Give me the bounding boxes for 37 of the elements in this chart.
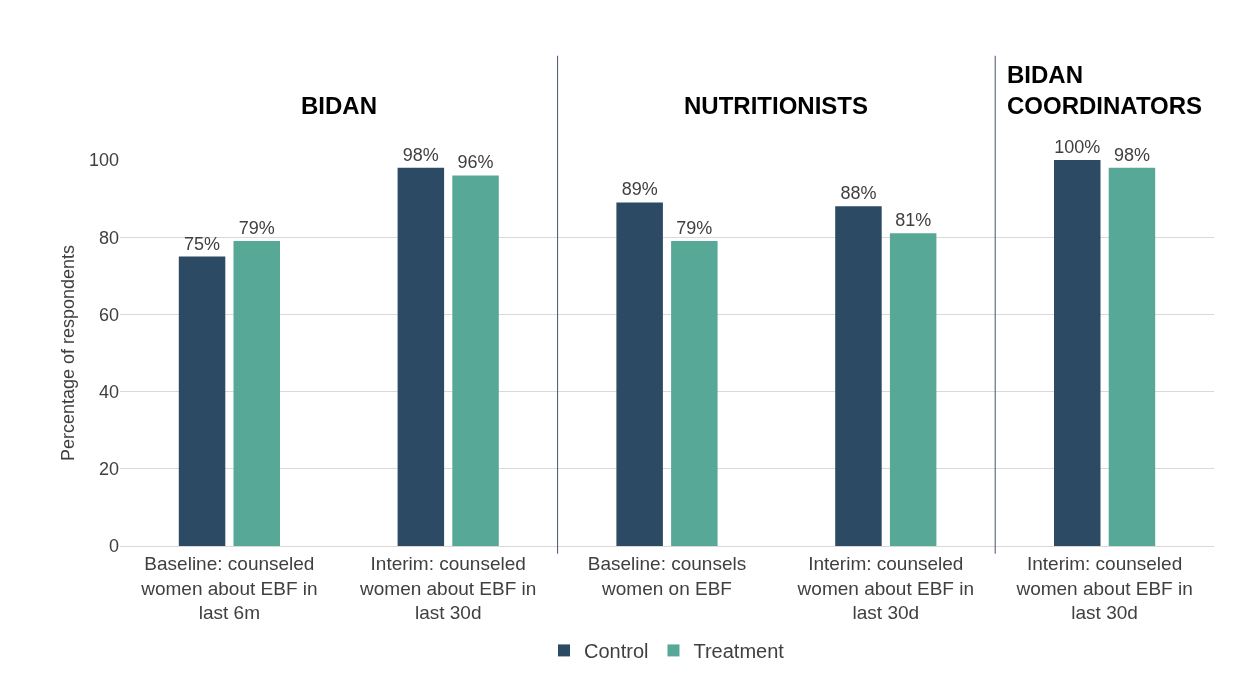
y-tick-label: 0: [108, 536, 119, 557]
y-tick-label: 20: [98, 459, 119, 480]
data-label: 100%: [1054, 137, 1101, 157]
bar: [616, 202, 663, 546]
data-label: 89%: [621, 179, 658, 200]
text: BIDAN: [301, 92, 377, 119]
y-tick-label: 80: [98, 227, 119, 248]
data-label: 79%: [676, 218, 713, 239]
bar: [233, 241, 280, 546]
y-tick-label: 40: [98, 381, 119, 402]
legend-label: Control: [584, 640, 649, 663]
bar: [178, 256, 226, 546]
bar: [1108, 167, 1156, 546]
bar: [397, 167, 445, 546]
x-tick-label: Interim: counseled women about EBF in last 30d: [359, 552, 537, 624]
bar: [889, 233, 937, 546]
x-tick-label: Baseline: counsels women on EBF: [587, 552, 747, 599]
data-label: 98%: [402, 144, 439, 165]
data-label: 88%: [840, 183, 877, 204]
y-axis-title: Percentage of respondents: [58, 244, 78, 462]
text: BIDAN COORDINATORS: [1007, 61, 1203, 120]
y-tick-label: 60: [98, 304, 119, 325]
x-tick-label: Interim: counseled women about EBF in last 30d: [1015, 552, 1193, 624]
bar: [671, 241, 718, 546]
data-label: 75%: [184, 233, 221, 254]
data-label: 98%: [1113, 144, 1150, 165]
data-label: 96%: [457, 152, 494, 173]
y-tick-label: 100: [88, 150, 119, 171]
bar: [452, 175, 499, 546]
x-tick-label: Baseline: counseled women about EBF in last 6m: [140, 552, 318, 624]
text: NUTRITIONISTS: [684, 92, 868, 119]
data-label: 81%: [895, 210, 932, 231]
bar: [1054, 160, 1101, 546]
x-tick-label: Interim: counseled women about EBF in last 30d: [796, 552, 974, 624]
bar: [835, 206, 882, 546]
data-label: 79%: [238, 218, 275, 239]
legend-label: Treatment: [693, 640, 785, 663]
